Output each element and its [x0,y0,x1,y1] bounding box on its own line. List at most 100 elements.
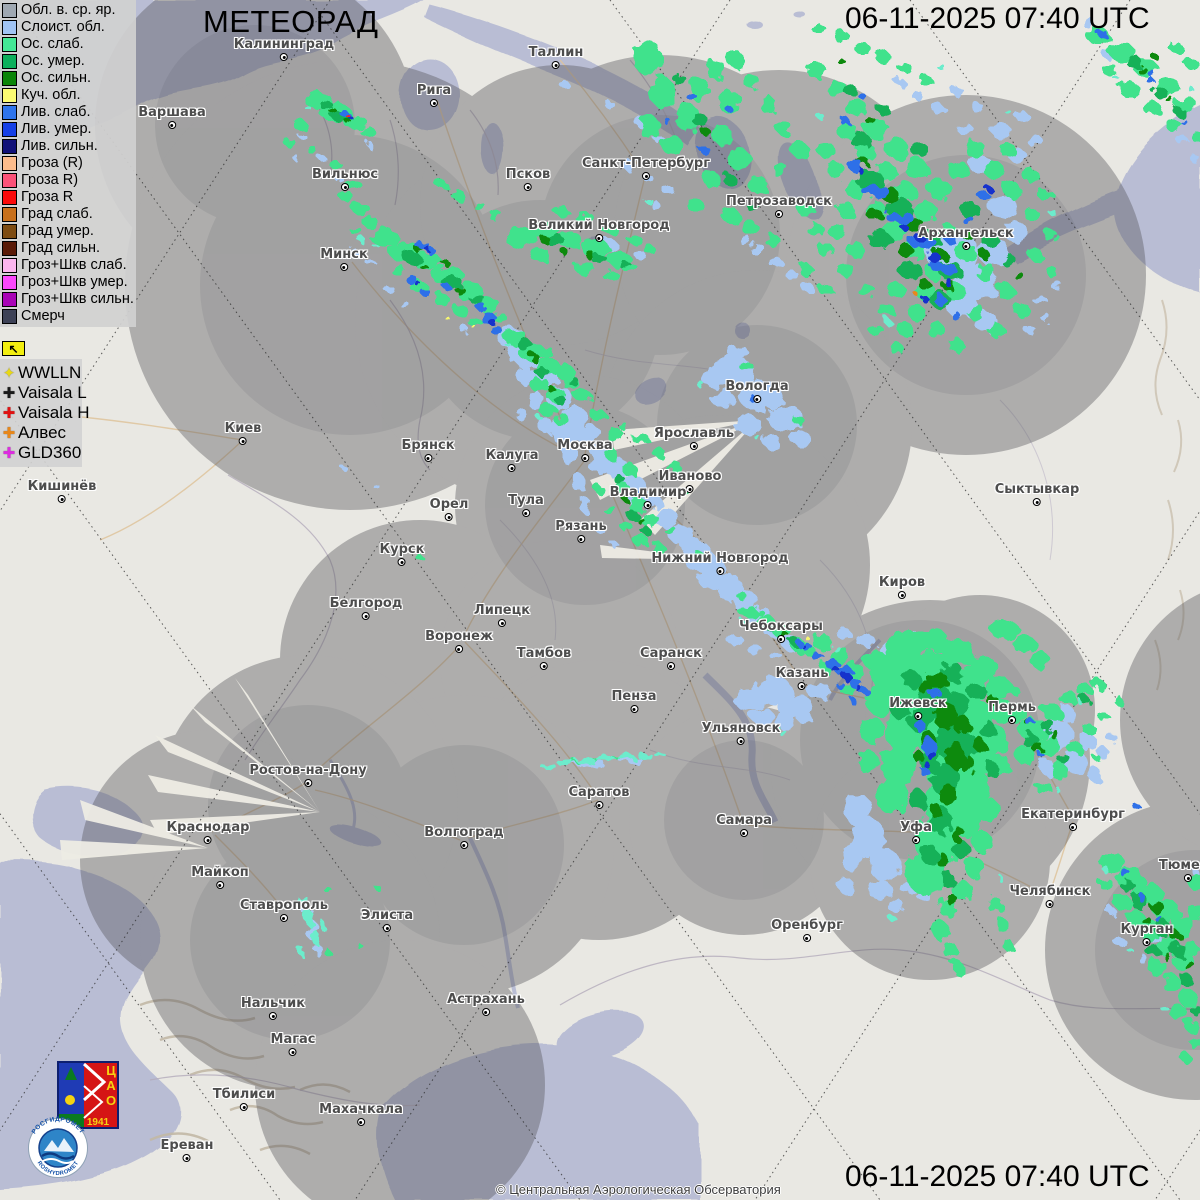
city-Екатеринбург: Екатеринбург [1021,808,1125,831]
legend-color-swatch [2,309,17,324]
legend-color-swatch [2,37,17,52]
city-label: Ростов-на-Дону [249,763,367,778]
city-Магас: Магас [271,1033,315,1056]
legend-item-label: Град сильн. [21,240,101,256]
precipitation-field [284,17,1200,1063]
city-label: Саранск [640,646,702,661]
city-label: Рига [416,83,452,98]
city-Челябинск: Челябинск [1010,885,1090,908]
caspian-north [556,1010,644,1060]
city-marker-icon [341,183,349,191]
legend-color-swatch [2,292,17,307]
city-marker-icon [716,567,724,575]
city-marker-icon [280,914,288,922]
city-label: Тула [508,493,544,508]
city-marker-icon [1184,874,1192,882]
city-Орел: Орел [429,497,469,521]
lightning-source-label: WWLLN [18,363,82,382]
city-Ульяновск: Ульяновск [702,722,780,745]
legend-color-swatch [2,190,17,205]
city-label: Сыктывкар [994,482,1080,497]
city-Ярославль: Ярославль [654,427,734,450]
legend-item: Гроза R) [2,172,136,189]
city-label: Астрахань [447,992,525,1007]
legend-item-label: Гроза (R) [21,155,83,171]
city-label: Курган [1120,922,1174,937]
city-label: Архангельск [918,226,1014,241]
city-Краснодар: Краснодар [167,821,249,844]
legend-item-label: Ос. умер. [21,53,85,69]
city-marker-icon [774,210,783,218]
city-marker-icon [776,635,785,643]
city-marker-icon [423,454,432,462]
city-marker-icon [239,437,247,445]
city-label: Екатеринбург [1021,807,1125,822]
city-label: Ярославль [653,426,735,441]
city-label: Иваново [658,469,722,484]
city-marker-icon [642,172,650,180]
dvina-bay [1005,190,1128,262]
lightning-symbol-icon: ✦ [2,365,16,382]
legend-item-label: Смерч [21,308,65,324]
legend-color-swatch [2,71,17,86]
tsimlyansk-reservoir [328,823,382,847]
city-Тбилиси: Тбилиси [213,1088,275,1111]
city-marker-icon [1142,938,1151,946]
lightning-source-item: ✚ Vaisala L [1,383,87,403]
city-label: Санкт-Петербург [581,156,711,171]
ural-mountains [1154,299,1185,691]
city-Ереван: Ереван [161,1139,213,1162]
city-Псков: Псков [506,168,550,191]
legend-color-swatch [2,224,17,239]
city-label: Брянск [401,438,455,453]
lightning-symbol-icon: ✚ [2,425,16,442]
legend-item-label: Град слаб. [21,206,93,222]
legend-item-label: Лив. умер. [21,121,92,137]
legend-item: Гроза R [2,189,136,206]
city-marker-icon [398,558,406,566]
city-Петрозаводск: Петрозаводск [726,195,832,218]
city-label: Чебоксары [739,619,823,634]
city-Волгоград: Волгоград [424,826,504,849]
precip-layer-hail-speck [915,293,919,297]
svg-text:Ц: Ц [106,1063,116,1078]
city-marker-icon [577,535,585,543]
city-Тула: Тула [508,494,544,517]
city-label: Таллин [528,45,584,60]
city-label: Орел [429,497,469,512]
city-Рига: Рига [417,84,451,107]
city-marker-icon [362,612,370,620]
city-marker-icon [268,1012,277,1020]
legend-color-swatch [2,3,17,18]
legend-color-swatch [2,241,17,256]
city-Нижний Новгород: Нижний Новгород [651,551,789,575]
legend-item: Град слаб. [2,206,136,223]
legend-item: Гроз+Шкв сильн. [2,291,136,308]
legend-item: Град сильн. [2,240,136,257]
city-marker-icon [279,53,288,61]
city-Калининград: Калининград [234,38,334,61]
city-label: Самара [716,813,772,828]
city-Брянск: Брянск [401,438,455,462]
city-marker-icon [240,1103,248,1111]
city-marker-icon [803,934,811,942]
legend-item: Лив. слаб. [2,104,136,121]
city-Ростов-на-Дону: Ростов-на-Дону [249,763,367,787]
city-label: Киров [878,575,926,590]
city-marker-icon [911,836,920,844]
legend-item-label: Лив. сильн. [21,138,98,154]
lightning-symbol-icon: ✚ [2,385,16,402]
city-label: Пермь [988,700,1036,715]
legend-item-label: Куч. обл. [21,87,81,103]
city-Казань: Казань [776,667,828,690]
gulf-of-finland [425,5,700,146]
city-marker-icon [288,1048,297,1056]
legend-item: Гроз+Шкв умер. [2,274,136,291]
legend-color-swatch [2,122,17,137]
city-label: Нижний Новгород [651,551,789,566]
city-label: Варшава [138,105,206,120]
city-label: Тамбов [516,646,572,661]
city-label: Петрозаводск [726,194,832,209]
city-marker-icon [204,836,212,844]
svg-text:А: А [106,1078,116,1093]
